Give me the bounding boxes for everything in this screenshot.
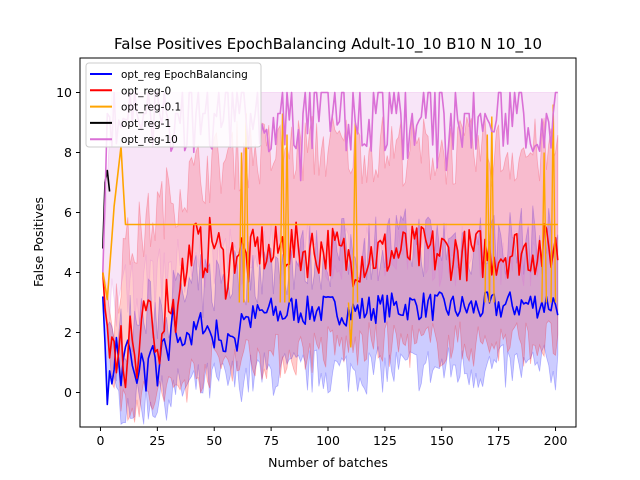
legend-label: opt_reg-0 bbox=[121, 85, 171, 97]
series-spike-opt-reg-0-1 bbox=[541, 152, 548, 303]
band-opt-reg-epochbalancing bbox=[102, 205, 559, 425]
y-tick-label: 4 bbox=[64, 265, 72, 280]
series-spike-opt-reg-0-1 bbox=[550, 104, 557, 303]
y-axis: 0 2 4 6 8 10 bbox=[56, 85, 80, 400]
series-spike-opt-reg-0-1 bbox=[347, 302, 354, 348]
legend-box bbox=[85, 62, 262, 148]
legend-label: opt_reg EpochBalancing bbox=[121, 69, 248, 81]
y-tick-label: 0 bbox=[64, 385, 72, 400]
x-tick-label: 0 bbox=[97, 433, 105, 448]
series-line-opt-reg-epochbalancing bbox=[102, 291, 559, 406]
x-tick-label: 100 bbox=[316, 433, 340, 448]
x-tick-label: 125 bbox=[373, 433, 397, 448]
series-spike-opt-reg-0-1 bbox=[279, 113, 286, 303]
legend: opt_reg EpochBalancing opt_reg-0 opt_reg-0… bbox=[85, 62, 262, 148]
series-spike-opt-reg-0-1 bbox=[484, 134, 491, 303]
x-axis: 0 25 50 75 100 125 150 175 200 bbox=[97, 427, 568, 448]
x-axis-label: Number of batches bbox=[268, 455, 388, 470]
y-tick-label: 2 bbox=[64, 325, 72, 340]
series-spike-opt-reg-0-1 bbox=[284, 134, 290, 303]
x-tick-label: 50 bbox=[206, 433, 222, 448]
series-spike-opt-reg-0-1 bbox=[238, 152, 245, 303]
series-spike-opt-reg-0-1 bbox=[488, 116, 495, 303]
y-tick-label: 6 bbox=[64, 205, 72, 220]
x-tick-label: 75 bbox=[263, 433, 279, 448]
legend-label: opt_reg-0.1 bbox=[121, 102, 181, 114]
legend-label: opt_reg-10 bbox=[121, 134, 178, 146]
series-line-opt-reg-0 bbox=[102, 216, 559, 389]
confidence-bands bbox=[102, 92, 559, 425]
legend-label: opt_reg-1 bbox=[121, 118, 171, 130]
y-axis-label: False Positives bbox=[31, 197, 46, 287]
y-tick-label: 8 bbox=[64, 145, 72, 160]
y-tick-label: 10 bbox=[56, 85, 72, 100]
x-tick-label: 150 bbox=[430, 433, 454, 448]
x-tick-label: 200 bbox=[544, 433, 568, 448]
x-tick-label: 25 bbox=[149, 433, 165, 448]
x-tick-label: 175 bbox=[487, 433, 511, 448]
series-line-opt-reg-0-1 bbox=[102, 145, 558, 301]
chart-title: False Positives EpochBalancing Adult-10_… bbox=[114, 35, 542, 54]
